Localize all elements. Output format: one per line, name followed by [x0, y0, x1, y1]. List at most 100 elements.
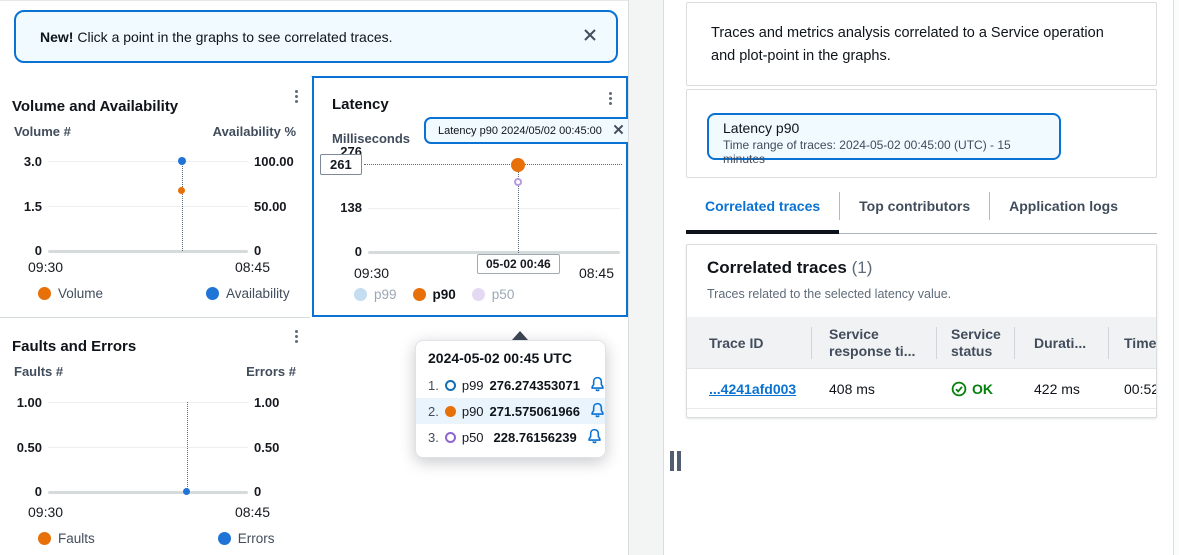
trace-id-cell: ...4241afd003 [709, 369, 796, 409]
volume-card-menu-button[interactable] [291, 86, 302, 107]
gridline [48, 161, 248, 162]
gridline [48, 447, 248, 448]
latency-y-tick: 0 [354, 244, 362, 259]
banner-text: New! Click a point in the graphs to see … [40, 28, 393, 45]
volume-left-tick: 3.0 [23, 154, 42, 169]
selection-subtitle: Time range of traces: 2024-05-02 00:45:0… [723, 138, 1011, 166]
crosshair-hline [364, 164, 622, 165]
column-header-trace-id[interactable]: Trace ID [709, 334, 764, 351]
volume-right-tick: 100.00 [254, 154, 294, 169]
hover-time-badge: 05-02 00:46 [477, 254, 560, 274]
latency-y-tick: 138 [340, 200, 362, 215]
latency-selection-clear-button[interactable] [610, 121, 627, 141]
legend-item-faults[interactable]: Faults [38, 531, 95, 546]
column-divider[interactable] [1108, 327, 1109, 359]
timestamp-cell: 00:52 [1124, 381, 1157, 397]
panel-resize-handle[interactable] [668, 449, 683, 473]
p99-marker-icon [444, 379, 456, 391]
faults-left-tick: 1.00 [16, 395, 42, 410]
volume-right-axis-label: Availability % [212, 124, 296, 139]
legend-item-p90[interactable]: p90 [412, 287, 456, 302]
datapoint-tooltip: 2024-05-02 00:45 UTC 1. p99 276.27435307… [415, 340, 606, 458]
p50-marker-icon [444, 431, 456, 443]
response-time-cell: 408 ms [829, 381, 875, 397]
right-scrollbar-track[interactable] [1173, 0, 1179, 555]
tab-application-logs[interactable]: Application logs [1009, 197, 1119, 214]
column-divider[interactable] [811, 327, 812, 359]
volume-legend: Volume Availability [38, 286, 290, 301]
faults-x-tick-start: 09:30 [28, 504, 64, 520]
banner-close-button[interactable] [578, 23, 602, 50]
column-header-service-response-time[interactable]: Service response ti... [829, 326, 916, 359]
volume-left-tick: 0 [34, 243, 42, 258]
tab-correlated-traces[interactable]: Correlated traces [686, 178, 840, 234]
faults-right-tick: 1.00 [254, 395, 280, 410]
correlated-traces-card: Correlated traces (1) Traces related to … [686, 244, 1157, 418]
tooltip-row-p50[interactable]: 3. p50 228.76156239 [416, 424, 605, 450]
create-alarm-button[interactable] [586, 372, 609, 399]
latency-x-tick-start: 09:30 [354, 265, 390, 281]
faults-right-tick: 0.50 [254, 440, 280, 455]
latency-x-tick-end: 08:45 [578, 265, 614, 281]
x-axis-baseline [48, 250, 248, 253]
volume-x-tick-start: 09:30 [28, 259, 64, 275]
legend-item-volume[interactable]: Volume [38, 286, 103, 301]
latency-card-menu-button[interactable] [605, 88, 616, 109]
faults-left-axis-label: Faults # [14, 364, 64, 379]
traces-tabbar: Correlated traces Top contributors Appli… [686, 178, 1157, 234]
faults-x-tick-end: 08:45 [234, 504, 270, 520]
volume-data-point[interactable] [178, 187, 185, 194]
tab-top-contributors[interactable]: Top contributors [859, 197, 971, 214]
correlated-traces-subtitle: Traces related to the selected latency v… [707, 287, 952, 301]
p90-legend-swatch [412, 288, 426, 301]
volume-chart-title: Volume and Availability [12, 98, 179, 115]
bell-icon [590, 376, 605, 395]
panel-gutter [628, 0, 664, 555]
faults-right-tick: 0 [254, 484, 262, 499]
column-header-duration[interactable]: Durati... [1034, 334, 1087, 351]
column-header-service-status[interactable]: Service status [951, 326, 1001, 359]
create-alarm-button[interactable] [583, 424, 606, 451]
bell-icon [587, 428, 602, 447]
bell-icon [590, 402, 605, 421]
legend-item-p50[interactable]: p50 [471, 287, 514, 302]
create-alarm-button[interactable] [586, 398, 609, 425]
latency-p90-selection-chip: Latency p90 Time range of traces: 2024-0… [707, 113, 1061, 166]
tooltip-arrow [512, 331, 528, 340]
latency-selection-chip: Latency p90 2024/05/02 00:45:00 [424, 117, 637, 144]
latency-y-axis-label: Milliseconds [332, 131, 411, 146]
errors-data-point[interactable] [183, 488, 190, 495]
legend-item-errors[interactable]: Errors [217, 531, 275, 546]
column-divider[interactable] [1014, 327, 1015, 359]
faults-card-menu-button[interactable] [291, 326, 302, 347]
legend-item-p99[interactable]: p99 [354, 287, 397, 302]
latency-legend: p99 p90 p50 [354, 287, 514, 302]
crosshair-vline [518, 165, 519, 253]
volume-x-tick-end: 08:45 [234, 259, 270, 275]
close-icon [582, 27, 598, 46]
availability-data-point[interactable] [178, 157, 186, 165]
volume-availability-card: Volume and Availability Volume # Availab… [0, 76, 310, 317]
status-cell: OK [951, 369, 993, 409]
selection-card: Latency p90 Time range of traces: 2024-0… [686, 89, 1157, 178]
p50-data-point[interactable] [514, 178, 522, 186]
legend-item-availability[interactable]: Availability [206, 286, 290, 301]
trace-id-link[interactable]: ...4241afd003 [709, 381, 797, 397]
p90-selected-data-point[interactable] [511, 158, 525, 172]
status-ok-icon [951, 381, 967, 397]
correlated-traces-title: Correlated traces (1) [707, 258, 873, 277]
faults-left-tick: 0 [34, 484, 42, 499]
faults-chart-title: Faults and Errors [12, 338, 137, 355]
description-card: Traces and metrics analysis correlated t… [686, 2, 1157, 86]
panel-description: Traces and metrics analysis correlated t… [711, 25, 1104, 64]
column-header-timestamp[interactable]: Times [1124, 334, 1157, 351]
tooltip-row-p99[interactable]: 1. p99 276.274353071 [416, 372, 605, 398]
latency-card: Latency Milliseconds Latency p90 2024/05… [312, 76, 637, 317]
column-divider[interactable] [936, 327, 937, 359]
faults-errors-card: Faults and Errors Faults # Errors # 1.00… [0, 317, 310, 555]
trace-table-row[interactable]: ...4241afd003 408 ms OK 422 ms 00:52 [687, 369, 1156, 409]
volume-right-tick: 0 [254, 243, 262, 258]
tooltip-row-p90-selected[interactable]: 2. p90 271.575061966 [416, 398, 605, 424]
tab-divider [839, 191, 841, 220]
